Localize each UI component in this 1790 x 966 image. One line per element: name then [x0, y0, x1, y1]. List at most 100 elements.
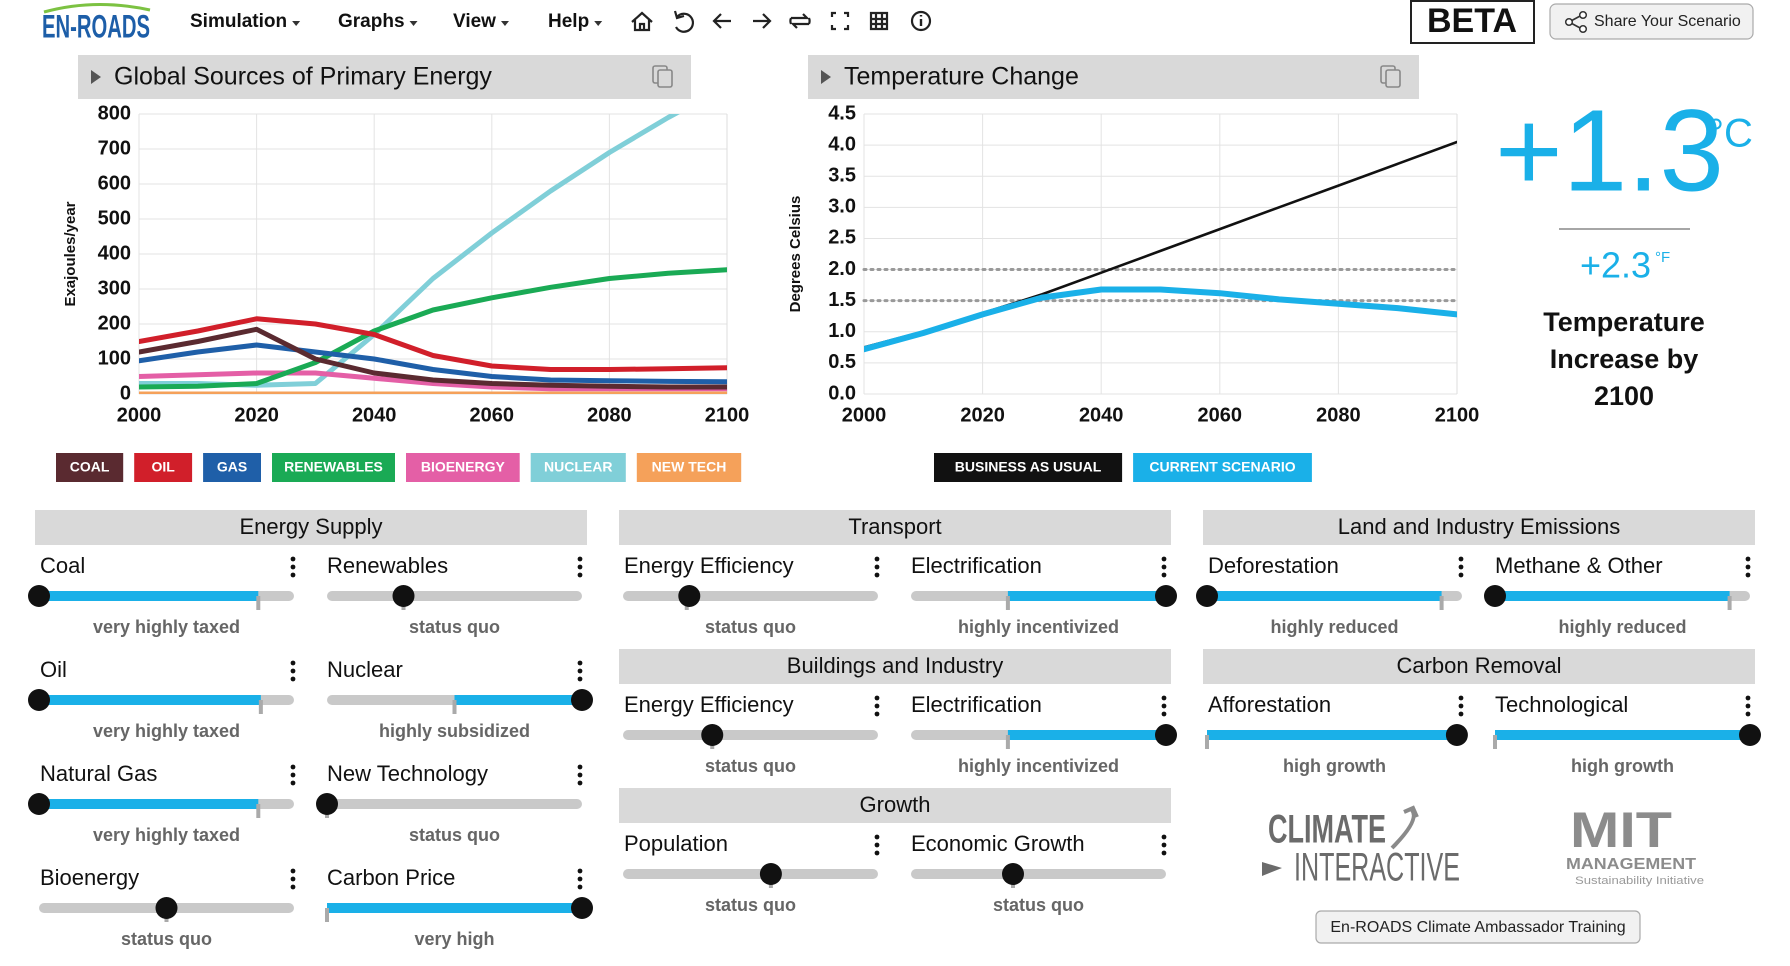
collapse-toggle[interactable]	[821, 70, 831, 84]
share-label[interactable]: Share Your Scenario	[1594, 13, 1741, 30]
slider-menu-dot[interactable]	[290, 868, 296, 874]
slider-menu-dot[interactable]	[290, 660, 296, 666]
slider-menu-dot[interactable]	[290, 564, 296, 570]
refresh-icon[interactable]	[789, 13, 811, 29]
copy-icon-front[interactable]	[657, 69, 673, 88]
slider-menu-dot[interactable]	[577, 780, 583, 786]
legend-swatch[interactable]	[203, 453, 261, 482]
slider-menu-dot[interactable]	[290, 668, 296, 674]
fullscreen-icon[interactable]	[830, 11, 850, 31]
slider-menu-dot[interactable]	[577, 676, 583, 682]
legend-label[interactable]: BIOENERGY	[421, 459, 506, 475]
legend-label[interactable]: OIL	[151, 459, 175, 475]
slider-menu-dot[interactable]	[577, 556, 583, 562]
slider-thumb[interactable]	[571, 897, 593, 919]
slider-menu-dot[interactable]	[1161, 695, 1167, 701]
menu-item[interactable]: Simulation	[190, 11, 287, 32]
legend-swatch[interactable]	[934, 453, 1123, 482]
legend-label[interactable]: CURRENT SCENARIO	[1149, 459, 1295, 475]
legend-label[interactable]: NUCLEAR	[544, 459, 612, 475]
slider-menu-dot[interactable]	[1745, 703, 1751, 709]
slider-menu-dot[interactable]	[1745, 556, 1751, 562]
legend-swatch[interactable]	[1133, 453, 1312, 482]
slider-menu-dot[interactable]	[577, 876, 583, 882]
slider-thumb[interactable]	[392, 585, 415, 607]
share-button[interactable]	[1549, 3, 1754, 40]
slider-thumb[interactable]	[1445, 724, 1468, 746]
slider-menu-dot[interactable]	[577, 764, 583, 770]
slider-menu-dot[interactable]	[577, 868, 583, 874]
slider-thumb[interactable]	[759, 863, 782, 885]
slider-menu-dot[interactable]	[577, 564, 583, 570]
slider-thumb[interactable]	[701, 724, 724, 746]
legend-swatch[interactable]	[56, 453, 124, 482]
slider-thumb[interactable]	[316, 793, 338, 815]
legend-swatch[interactable]	[636, 453, 742, 482]
training-button[interactable]	[1315, 910, 1641, 944]
slider-menu-dot[interactable]	[1161, 842, 1167, 848]
slider-menu-dot[interactable]	[290, 876, 296, 882]
slider-menu-dot[interactable]	[1161, 556, 1167, 562]
slider-menu-dot[interactable]	[874, 834, 880, 840]
slider-thumb[interactable]	[1002, 863, 1024, 885]
back-icon[interactable]	[712, 13, 731, 29]
legend-swatch[interactable]	[134, 453, 193, 482]
legend-label[interactable]: BUSINESS AS USUAL	[955, 459, 1102, 475]
slider-thumb[interactable]	[155, 897, 178, 919]
slider-menu-dot[interactable]	[1161, 703, 1167, 709]
legend-label[interactable]: NEW TECH	[652, 459, 727, 475]
slider-menu-dot[interactable]	[874, 703, 880, 709]
slider-menu-dot[interactable]	[290, 884, 296, 890]
menu-item[interactable]: Graphs	[338, 11, 405, 32]
slider-menu-dot[interactable]	[1458, 711, 1464, 717]
slider-menu-dot[interactable]	[1745, 564, 1751, 570]
slider-menu-dot[interactable]	[1745, 711, 1751, 717]
forward-icon[interactable]	[753, 13, 772, 29]
slider-menu-dot[interactable]	[1458, 572, 1464, 578]
home-icon[interactable]	[631, 11, 653, 32]
slider-thumb[interactable]	[1155, 585, 1177, 607]
slider-menu-dot[interactable]	[577, 572, 583, 578]
menu-item[interactable]: Help	[548, 11, 589, 32]
slider-menu-dot[interactable]	[290, 764, 296, 770]
slider-thumb[interactable]	[28, 585, 50, 607]
slider-menu-dot[interactable]	[1458, 703, 1464, 709]
slider-menu-dot[interactable]	[1458, 564, 1464, 570]
slider-thumb[interactable]	[28, 793, 50, 815]
slider-menu-dot[interactable]	[1161, 711, 1167, 717]
slider-menu-dot[interactable]	[874, 850, 880, 856]
menu-item[interactable]: View	[453, 11, 496, 32]
slider-menu-dot[interactable]	[577, 884, 583, 890]
slider-menu-dot[interactable]	[874, 711, 880, 717]
slider-menu-dot[interactable]	[874, 572, 880, 578]
undo-icon[interactable]	[673, 10, 695, 33]
slider-menu-dot[interactable]	[577, 772, 583, 778]
legend-swatch[interactable]	[406, 453, 520, 482]
slider-thumb[interactable]	[1196, 585, 1218, 607]
legend-swatch[interactable]	[272, 453, 395, 482]
slider-menu-dot[interactable]	[874, 695, 880, 701]
slider-menu-dot[interactable]	[290, 676, 296, 682]
slider-menu-dot[interactable]	[1458, 695, 1464, 701]
slider-menu-dot[interactable]	[290, 772, 296, 778]
slider-menu-dot[interactable]	[290, 780, 296, 786]
slider-menu-dot[interactable]	[1458, 556, 1464, 562]
table-icon[interactable]	[869, 11, 889, 31]
slider-menu-dot[interactable]	[290, 572, 296, 578]
slider-menu-dot[interactable]	[1161, 564, 1167, 570]
info-icon[interactable]	[910, 10, 932, 32]
slider-menu-dot[interactable]	[1161, 834, 1167, 840]
slider-thumb[interactable]	[571, 689, 593, 711]
slider-menu-dot[interactable]	[1161, 572, 1167, 578]
slider-menu-dot[interactable]	[874, 564, 880, 570]
legend-label[interactable]: RENEWABLES	[284, 459, 383, 475]
slider-thumb[interactable]	[28, 689, 50, 711]
copy-icon-front[interactable]	[1385, 69, 1401, 88]
legend-label[interactable]: COAL	[70, 459, 110, 475]
collapse-toggle[interactable]	[91, 70, 101, 84]
legend-label[interactable]: GAS	[217, 459, 247, 475]
logo[interactable]: EN-ROADS	[42, 8, 150, 44]
slider-thumb[interactable]	[1155, 724, 1177, 746]
slider-menu-dot[interactable]	[874, 842, 880, 848]
slider-menu-dot[interactable]	[874, 556, 880, 562]
